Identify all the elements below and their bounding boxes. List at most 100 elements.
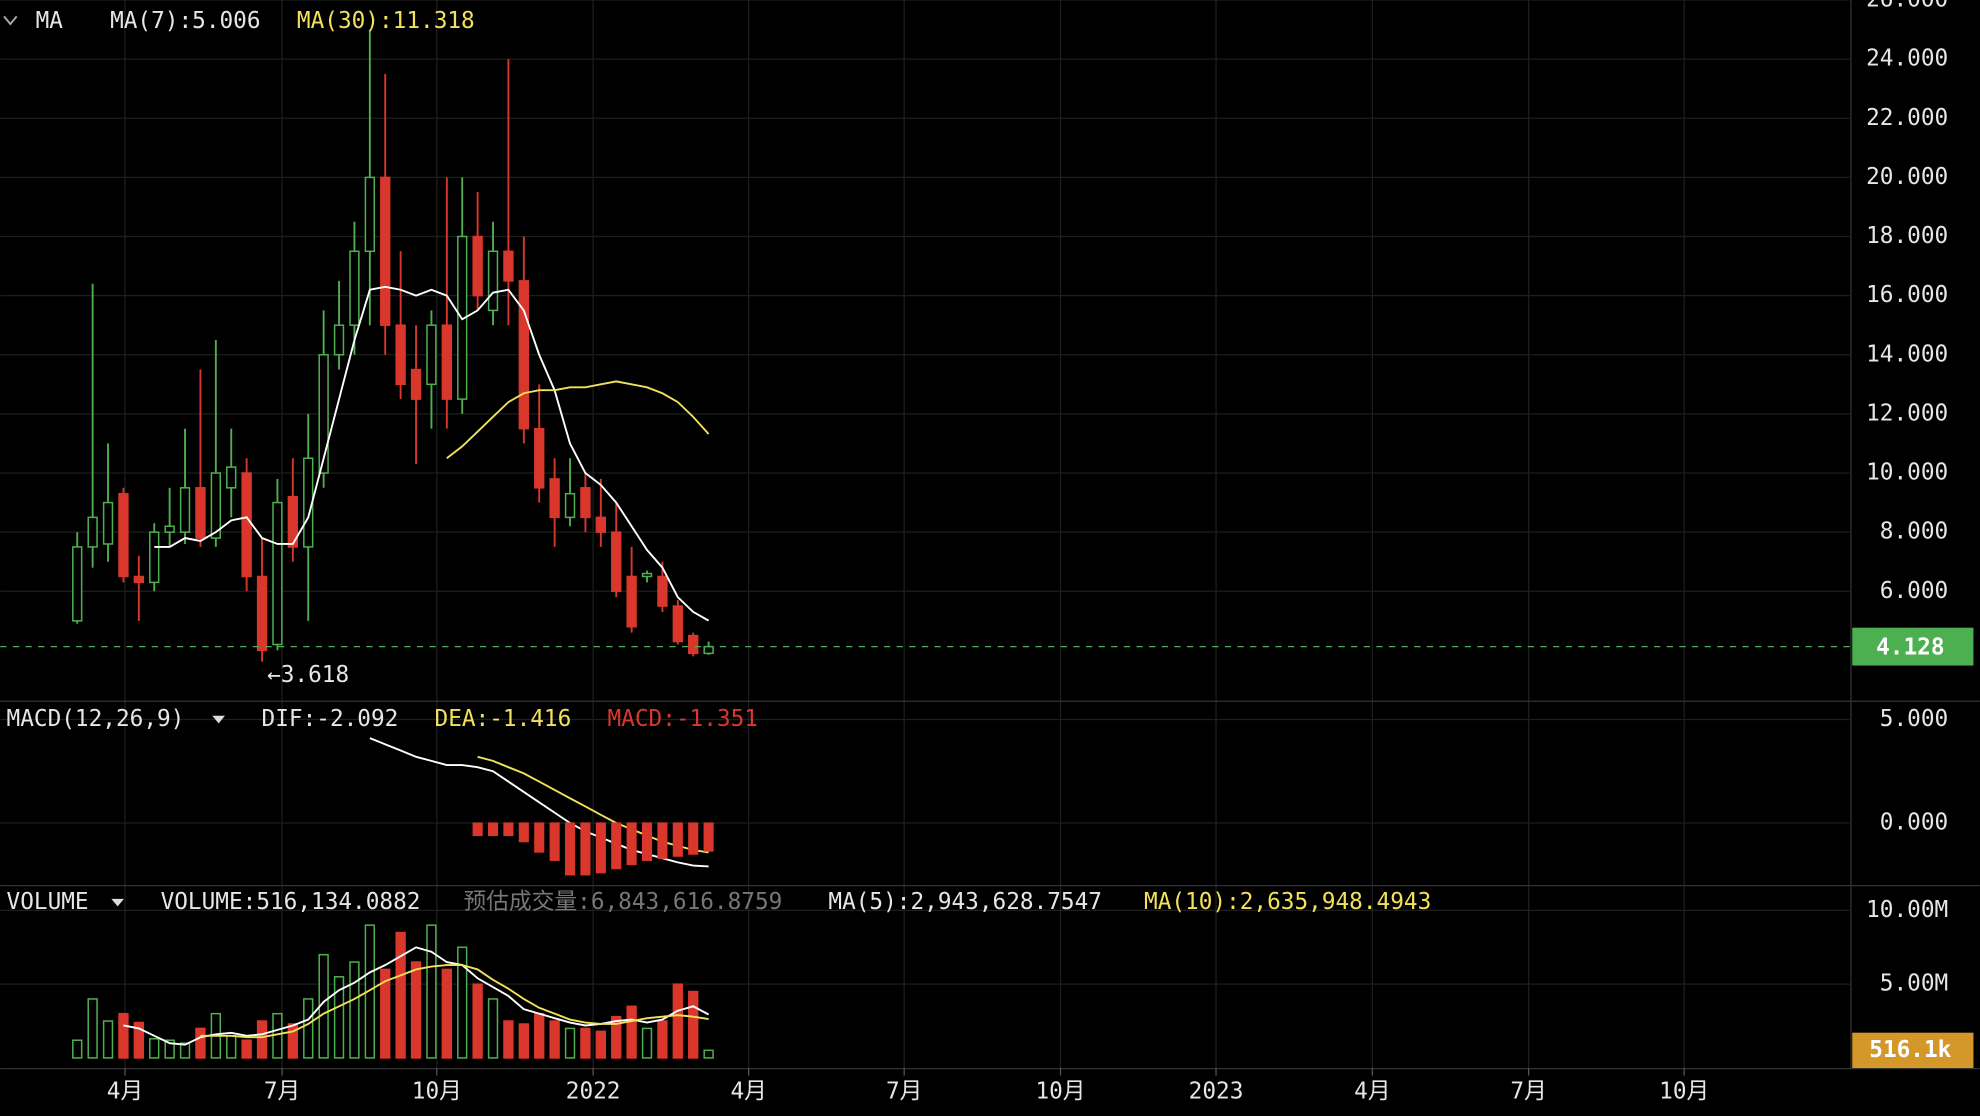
- legend-entry: DEA:-1.416: [435, 706, 572, 732]
- indicator-label[interactable]: VOLUME: [7, 889, 89, 915]
- macd-bar: [657, 822, 668, 859]
- volume-bar: [164, 1039, 175, 1059]
- y-tick-label: 20.000: [1866, 164, 1948, 190]
- macd-bar: [518, 822, 529, 843]
- volume-bar: [688, 990, 699, 1059]
- volume-bar: [487, 998, 499, 1059]
- x-tick-label: 10月: [412, 1079, 462, 1105]
- candle-body: [703, 645, 714, 655]
- candle-body: [380, 176, 391, 326]
- macd-bar: [703, 822, 714, 852]
- volume-bar: [195, 1027, 206, 1059]
- volume-bar: [580, 1027, 591, 1059]
- y-tick-label: 10.00M: [1866, 897, 1948, 923]
- x-tick-label: 4月: [107, 1079, 143, 1105]
- legend-entry: MA(7):5.006: [110, 8, 260, 34]
- volume-bar: [611, 1015, 622, 1059]
- x-tick-label: 2023: [1189, 1079, 1244, 1105]
- candle-body: [195, 487, 206, 539]
- legend-entry: VOLUME:516,134.0882: [161, 889, 421, 915]
- y-tick-label: 5.00M: [1880, 971, 1948, 997]
- volume-bar: [179, 1042, 191, 1059]
- candle-body: [657, 575, 668, 607]
- x-tick-label: 4月: [730, 1079, 766, 1105]
- macd-bar: [564, 822, 576, 876]
- dropdown-icon[interactable]: [212, 715, 225, 724]
- candle-body: [87, 516, 98, 548]
- macd-bar: [580, 822, 591, 876]
- x-tick-label: 2022: [566, 1079, 621, 1105]
- low-marker: ←3.618: [267, 662, 349, 688]
- volume-bar: [441, 968, 453, 1059]
- volume-bar: [287, 1023, 299, 1059]
- last-volume-label: 516.1k: [1869, 1037, 1951, 1063]
- candle-body: [164, 525, 175, 533]
- macd-bar: [611, 822, 622, 870]
- volume-bar: [457, 946, 468, 1059]
- volume-bar: [595, 1030, 607, 1059]
- candle-body: [241, 472, 252, 578]
- candle-body: [487, 250, 499, 312]
- candle-body: [364, 176, 376, 253]
- x-tick-label: 7月: [886, 1079, 922, 1105]
- indicator-label[interactable]: MA: [36, 8, 64, 34]
- ma-line: [446, 380, 710, 460]
- candle-body: [272, 501, 283, 646]
- candle-body: [256, 575, 268, 652]
- volume-bar: [549, 1020, 560, 1059]
- candle-body: [641, 572, 653, 578]
- legend-entry: MA(30):11.318: [297, 8, 475, 34]
- macd-bar: [534, 822, 545, 853]
- volume-bar: [395, 931, 406, 1059]
- candle-body: [72, 546, 83, 622]
- dropdown-icon[interactable]: [111, 898, 124, 907]
- volume-bar: [472, 983, 483, 1059]
- macd-bar: [472, 822, 483, 837]
- candle-body: [688, 634, 699, 655]
- y-tick-label: 22.000: [1866, 105, 1948, 131]
- candle-body: [210, 472, 222, 539]
- volume-bar: [133, 1021, 145, 1059]
- macd-bar: [549, 822, 560, 861]
- volume-bar: [349, 961, 360, 1059]
- y-tick-label: 12.000: [1866, 400, 1948, 426]
- candle-body: [580, 487, 591, 519]
- candle-body: [441, 324, 453, 400]
- collapse-icon[interactable]: [3, 15, 18, 26]
- macd-bar: [641, 822, 653, 861]
- y-tick-label: 6.000: [1880, 578, 1948, 604]
- macd-bar: [503, 822, 514, 837]
- macd-bar: [672, 822, 683, 857]
- volume-bar: [364, 924, 376, 1059]
- candle-body: [672, 605, 683, 643]
- candle-body: [549, 478, 560, 519]
- ma-line: [123, 946, 710, 1046]
- volume-bar: [626, 1005, 637, 1059]
- volume-bar: [641, 1027, 653, 1059]
- last-volume-tag: [1852, 1032, 1974, 1069]
- volume-bar: [534, 1012, 545, 1059]
- volume-bar: [256, 1020, 268, 1059]
- candle-body: [518, 280, 530, 430]
- y-tick-label: 10.000: [1866, 460, 1948, 486]
- x-tick-label: 4月: [1354, 1079, 1390, 1105]
- volume-bar: [657, 1020, 668, 1059]
- candle-body: [611, 531, 622, 593]
- indicator-label[interactable]: MACD(12,26,9): [7, 706, 185, 732]
- volume-bar: [102, 1020, 114, 1059]
- volume-bar: [241, 1039, 252, 1059]
- y-tick-label: 16.000: [1866, 282, 1948, 308]
- candle-body: [349, 250, 360, 326]
- legend-entry: MA(5):2,943,628.7547: [828, 889, 1102, 915]
- candle-body: [426, 324, 437, 386]
- candle-body: [472, 235, 483, 297]
- x-tick-label: 7月: [264, 1079, 300, 1105]
- volume-bar: [118, 1012, 129, 1059]
- last-price-label: 4.128: [1876, 634, 1944, 660]
- candle-body: [333, 324, 345, 356]
- y-tick-label: 14.000: [1866, 341, 1948, 367]
- candle-body: [118, 492, 129, 578]
- candle-body: [395, 324, 406, 386]
